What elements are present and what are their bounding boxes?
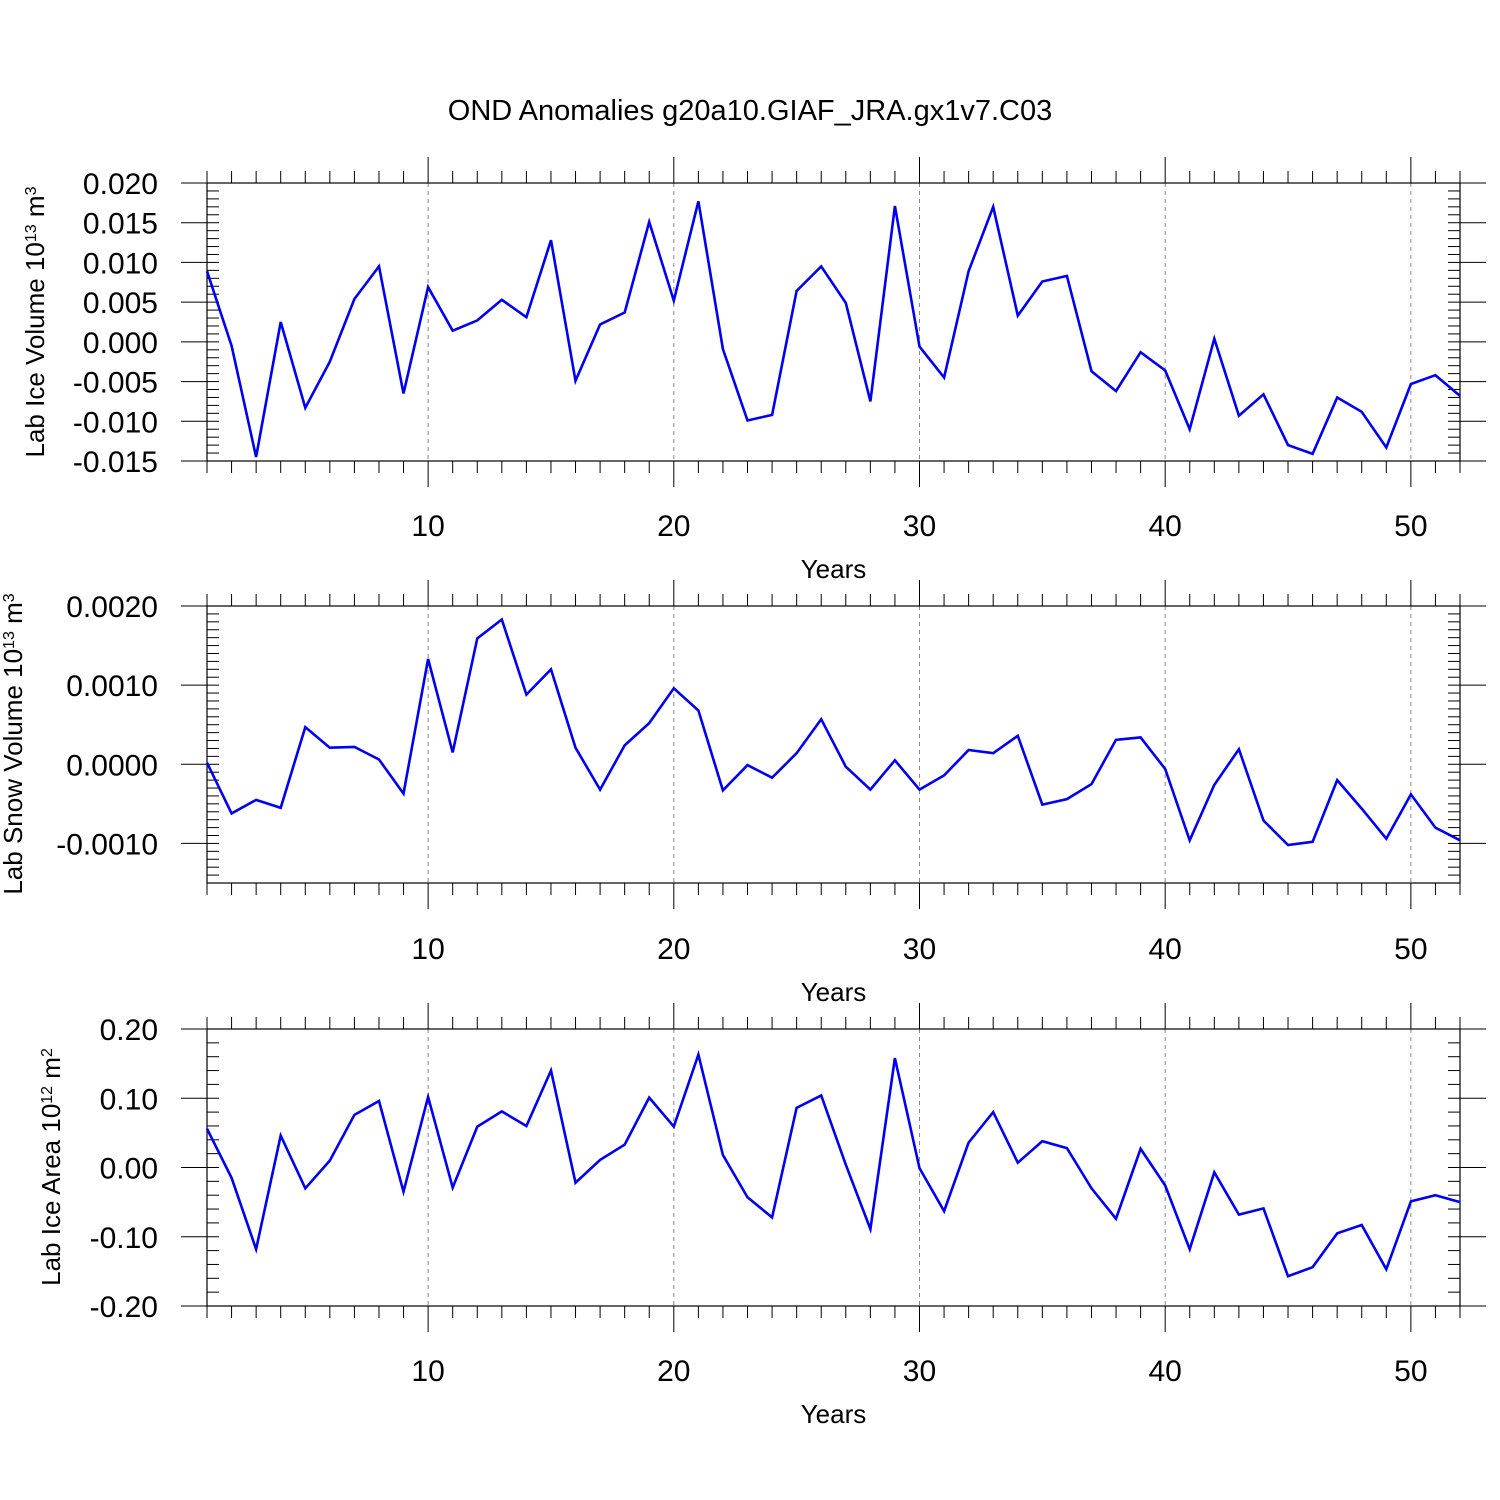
- y-axis-title-superscript: 12: [39, 1086, 56, 1104]
- x-tick-label: 30: [903, 1355, 936, 1388]
- y-tick-label: -0.005: [73, 367, 158, 400]
- series-line: [205, 617, 1461, 847]
- series-line: [205, 200, 1461, 458]
- y-tick-label: 0.10: [100, 1083, 158, 1116]
- y-axis-title-text: m: [36, 1057, 66, 1086]
- x-tick-label: 20: [657, 933, 690, 966]
- y-tick-label: 0.000: [83, 327, 158, 360]
- y-tick-label: -0.010: [73, 406, 158, 439]
- y-tick-label: 0.015: [83, 208, 158, 241]
- y-axis-title-text: Lab Ice Area 10: [36, 1104, 66, 1286]
- x-tick-label: 50: [1394, 1355, 1427, 1388]
- y-axis-title: Lab Snow Volume 1013 m3: [0, 593, 28, 894]
- y-axis-title-superscript: 13: [1, 631, 18, 649]
- x-tick-label: 10: [411, 933, 444, 966]
- y-axis-title-superscript: 3: [1, 593, 18, 602]
- x-axis-title: Years: [801, 1399, 867, 1429]
- plot-frame: [206, 182, 1461, 462]
- x-tick-label: 10: [411, 1355, 444, 1388]
- y-axis-title-superscript: 2: [39, 1048, 56, 1057]
- x-tick-label: 40: [1148, 1355, 1181, 1388]
- y-tick-label: 0.20: [100, 1014, 158, 1047]
- y-tick-label: 0.00: [100, 1153, 158, 1186]
- chart-panels: -0.015 -0.010 -0.005 0.000 0.005 0.010 0.015 0.…: [0, 157, 1486, 1429]
- y-tick-label: -0.015: [73, 446, 158, 479]
- x-tick-label: 40: [1148, 933, 1181, 966]
- y-axis-title-superscript: 13: [23, 224, 40, 242]
- y-axis-title-superscript: 3: [23, 186, 40, 195]
- chart-title: OND Anomalies g20a10.GIAF_JRA.gx1v7.C03: [448, 95, 1052, 127]
- x-axis-title: Years: [801, 977, 867, 1007]
- y-tick-label: 0.005: [83, 287, 158, 320]
- y-tick-label: -0.10: [90, 1222, 158, 1255]
- chart-panel-2: -0.0010 0.0000 0.0010 0.0020 10 20 30 40 50 Years…: [0, 580, 1486, 1007]
- x-tick-label: 40: [1148, 510, 1181, 543]
- y-tick-label: 0.010: [83, 247, 158, 280]
- plot-frame: [206, 1028, 1461, 1307]
- series-line: [205, 1049, 1461, 1278]
- y-axis-title: Lab Ice Area 1012 m2: [36, 1048, 66, 1286]
- y-tick-label: 0.020: [83, 168, 158, 201]
- y-axis-title-text: m: [20, 195, 50, 224]
- y-axis-title-text: Lab Snow Volume 10: [0, 649, 28, 895]
- y-axis-title-text: Lab Ice Volume 10: [20, 242, 50, 457]
- chart-panel-1: -0.015 -0.010 -0.005 0.000 0.005 0.010 0.015 0.…: [20, 157, 1486, 584]
- x-axis-title: Years: [801, 554, 867, 584]
- x-tick-label: 50: [1394, 510, 1427, 543]
- plot-frame: [206, 605, 1461, 884]
- x-tick-label: 20: [657, 510, 690, 543]
- x-tick-label: 10: [411, 510, 444, 543]
- y-tick-label: -0.0010: [56, 828, 158, 861]
- y-tick-label: 0.0000: [66, 749, 158, 782]
- x-tick-label: 50: [1394, 933, 1427, 966]
- y-tick-label: 0.0020: [66, 591, 158, 624]
- y-axis-title-text: m: [0, 602, 28, 631]
- y-tick-label: 0.0010: [66, 670, 158, 703]
- chart-panel-3: -0.20 -0.10 0.00 0.10 0.20 10 20 30 40 50 Years Lab…: [36, 1003, 1486, 1429]
- y-tick-label: -0.20: [90, 1291, 158, 1324]
- y-axis-title: Lab Ice Volume 1013 m3: [20, 186, 50, 457]
- x-tick-label: 30: [903, 933, 936, 966]
- x-tick-label: 30: [903, 510, 936, 543]
- x-tick-label: 20: [657, 1355, 690, 1388]
